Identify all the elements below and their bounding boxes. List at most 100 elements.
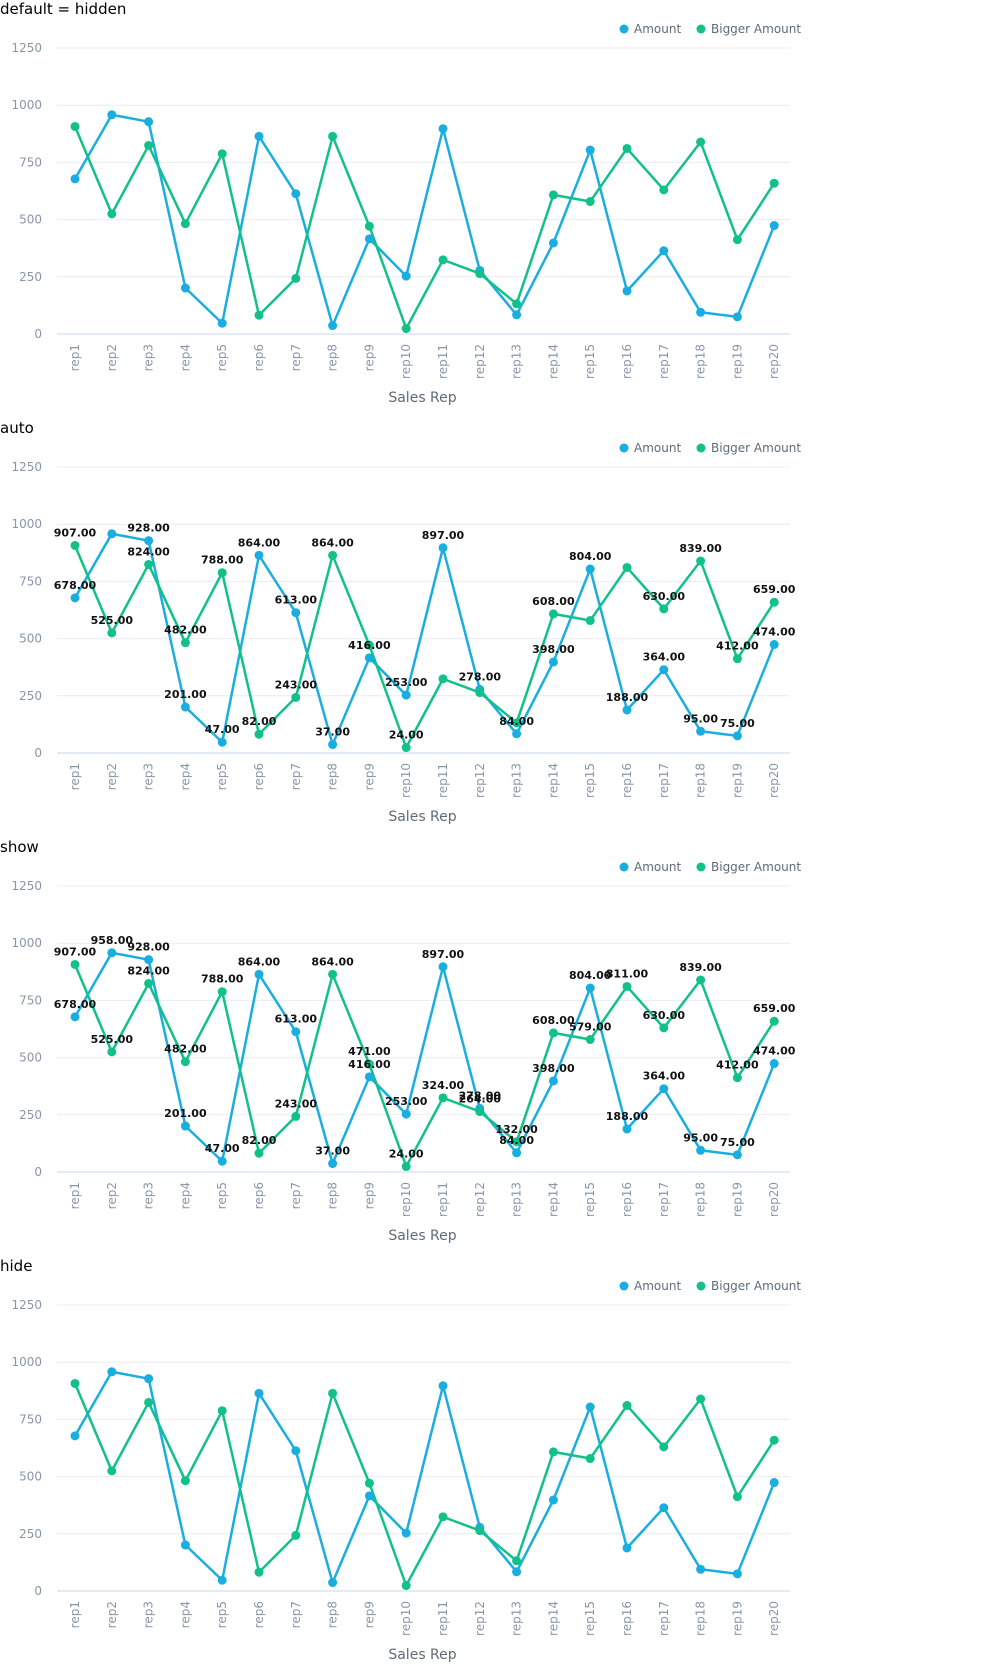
data-point	[769, 178, 779, 188]
data-point	[254, 1148, 264, 1158]
data-label: 253.00	[385, 676, 428, 689]
data-point	[70, 1012, 80, 1022]
data-point	[291, 1111, 301, 1121]
data-point	[217, 737, 227, 747]
y-tick-label: 250	[19, 689, 42, 703]
x-tick-label: rep1	[68, 1182, 82, 1209]
data-label: 804.00	[569, 969, 612, 982]
data-point	[217, 1575, 227, 1585]
x-tick-label: rep9	[362, 763, 376, 790]
data-point	[254, 310, 264, 320]
data-point	[438, 255, 448, 265]
data-label: 897.00	[422, 529, 465, 542]
legend-label: Bigger Amount	[711, 1279, 801, 1293]
data-label: 824.00	[127, 545, 170, 558]
data-point	[291, 189, 301, 199]
x-tick-label: rep9	[362, 1182, 376, 1209]
data-point	[70, 593, 80, 603]
x-tick-label: rep14	[546, 1601, 560, 1636]
data-label: 398.00	[532, 1062, 575, 1075]
data-label: 416.00	[348, 639, 391, 652]
x-tick-label: rep13	[510, 1182, 524, 1217]
data-point	[254, 131, 264, 141]
y-tick-label: 750	[19, 155, 42, 169]
data-label: 82.00	[242, 715, 277, 728]
data-label: 412.00	[716, 1059, 759, 1072]
data-point	[364, 1478, 374, 1488]
data-point	[659, 246, 669, 256]
data-point	[180, 283, 190, 293]
chart-panel-hide: hide 0 250 500 750 1000 1250 rep1 rep2 rep3 rep4 r…	[0, 1257, 1008, 1677]
data-point	[107, 1367, 117, 1377]
data-point	[70, 1431, 80, 1441]
x-tick-label: rep16	[620, 1182, 634, 1217]
x-tick-label: rep14	[546, 1182, 560, 1217]
data-point	[291, 1446, 301, 1456]
x-tick-label: rep7	[289, 344, 303, 371]
series-line	[73, 544, 776, 749]
x-tick-label: rep8	[326, 1182, 340, 1209]
y-tick-label: 0	[34, 327, 42, 341]
data-label: 659.00	[753, 583, 796, 596]
legend-label: Bigger Amount	[711, 441, 801, 455]
line-chart: 0 250 500 750 1000 1250 rep1 rep2 rep3 rep4 rep5 re…	[11, 22, 801, 406]
data-label: 613.00	[275, 594, 318, 607]
data-point	[732, 731, 742, 741]
series-line	[73, 951, 776, 1165]
series-line	[73, 532, 776, 746]
x-tick-label: rep18	[694, 1601, 708, 1636]
x-tick-label: rep15	[583, 344, 597, 379]
x-tick-label: rep2	[105, 763, 119, 790]
data-point	[180, 1057, 190, 1067]
data-point	[328, 1159, 338, 1169]
data-point	[144, 955, 154, 965]
x-tick-label: rep19	[730, 344, 744, 379]
data-point	[107, 628, 117, 638]
data-point	[254, 1388, 264, 1398]
x-tick-label: rep3	[142, 1182, 156, 1209]
data-point	[696, 975, 706, 985]
x-tick-label: rep12	[473, 1601, 487, 1636]
data-label: 788.00	[201, 554, 244, 567]
data-label: 864.00	[311, 536, 354, 549]
data-point	[438, 124, 448, 134]
x-tick-label: rep10	[399, 763, 413, 798]
data-point	[401, 1581, 411, 1591]
y-tick-label: 1000	[11, 1355, 42, 1369]
data-point	[585, 145, 595, 155]
y-tick-label: 0	[34, 746, 42, 760]
data-point	[696, 137, 706, 147]
data-point	[401, 1162, 411, 1172]
data-label: 482.00	[164, 624, 207, 637]
legend-label: Amount	[634, 860, 681, 874]
data-point	[107, 948, 117, 958]
data-point	[180, 219, 190, 229]
x-tick-label: rep6	[252, 344, 266, 371]
data-label: 839.00	[679, 961, 722, 974]
legend-marker	[696, 862, 706, 872]
data-label: 364.00	[643, 1070, 686, 1083]
x-tick-label: rep18	[694, 763, 708, 798]
data-label: 839.00	[679, 542, 722, 555]
data-point	[401, 324, 411, 334]
line-chart: 0 250 500 750 1000 1250 rep1 rep2 rep3 rep4 rep5 re…	[11, 860, 801, 1244]
data-point	[144, 978, 154, 988]
legend-label: Amount	[634, 441, 681, 455]
data-point	[107, 1466, 117, 1476]
data-label: 75.00	[720, 717, 755, 730]
data-point	[548, 1076, 558, 1086]
x-tick-label: rep15	[583, 763, 597, 798]
data-point	[364, 1491, 374, 1501]
data-point	[328, 321, 338, 331]
data-label: 24.00	[389, 729, 424, 742]
data-label: 471.00	[348, 1045, 391, 1058]
data-point	[328, 969, 338, 979]
legend-marker	[619, 1281, 629, 1291]
data-label: 95.00	[683, 1131, 718, 1144]
data-point	[364, 1072, 374, 1082]
data-point	[107, 529, 117, 539]
data-point	[180, 1476, 190, 1486]
x-tick-label: rep12	[473, 344, 487, 379]
data-point	[732, 1492, 742, 1502]
y-tick-label: 1250	[11, 879, 42, 893]
